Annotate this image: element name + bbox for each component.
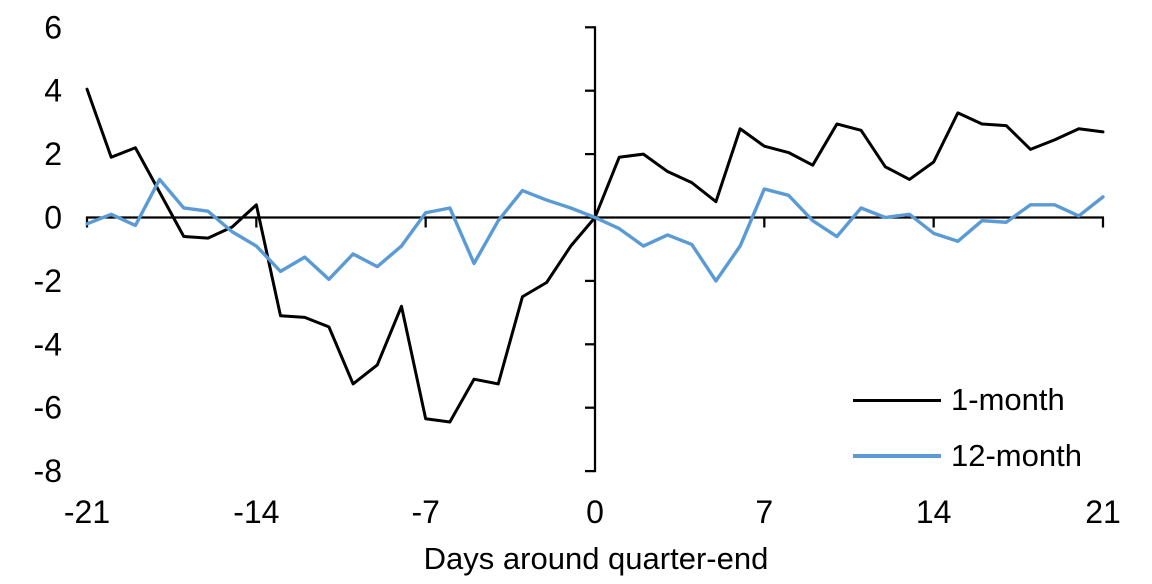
legend-line-swatch-black bbox=[853, 398, 941, 402]
x-tick-label: 14 bbox=[916, 494, 952, 530]
legend-label-12-month: 12-month bbox=[951, 438, 1082, 473]
legend-item-12-month: 12-month bbox=[853, 438, 1082, 473]
y-tick-label: 4 bbox=[44, 73, 62, 109]
legend-line-swatch-blue bbox=[853, 454, 941, 458]
y-tick-label: 6 bbox=[44, 9, 62, 45]
y-tick-label: 0 bbox=[44, 200, 62, 236]
x-tick-label: 21 bbox=[1085, 494, 1121, 530]
legend-item-1-month: 1-month bbox=[853, 382, 1082, 417]
x-tick-label: -21 bbox=[64, 494, 110, 530]
y-tick-label: -4 bbox=[34, 326, 62, 362]
x-tick-label: 0 bbox=[586, 494, 604, 530]
x-tick-label: 7 bbox=[755, 494, 773, 530]
series-line-12-month bbox=[85, 177, 1105, 283]
x-tick-label: -7 bbox=[411, 494, 439, 530]
y-tick-label: 2 bbox=[44, 136, 62, 172]
x-tick-label: -14 bbox=[233, 494, 279, 530]
legend-label-1-month: 1-month bbox=[951, 382, 1065, 417]
y-tick-label: -2 bbox=[34, 263, 62, 299]
x-axis-title: Days around quarter-end bbox=[423, 541, 769, 576]
y-tick-label: -6 bbox=[34, 390, 62, 426]
y-tick-label: -8 bbox=[34, 453, 62, 489]
chart-legend: 1-month 12-month bbox=[853, 382, 1082, 495]
